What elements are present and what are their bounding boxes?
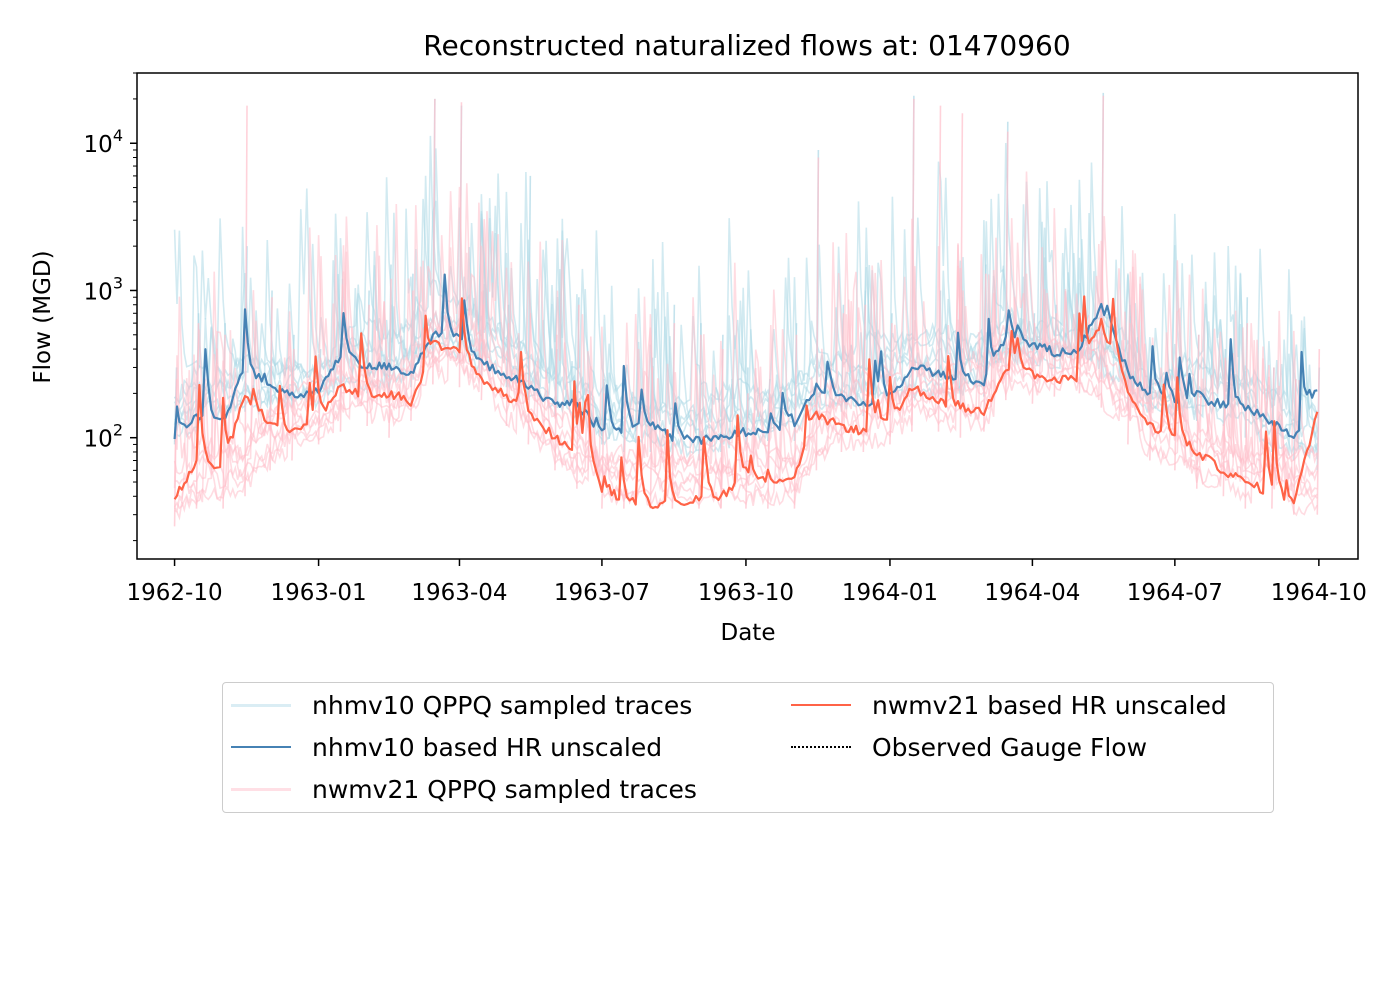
legend-swatch-nhmv10-traces xyxy=(231,703,291,707)
hr-series-line xyxy=(173,273,1318,445)
sampled-trace-peak xyxy=(959,113,964,438)
sampled-trace-peak xyxy=(983,273,987,432)
sampled-trace-peak xyxy=(388,278,392,438)
sampled-trace-line xyxy=(173,135,1319,423)
sampled-trace-peak xyxy=(1078,334,1083,394)
sampled-trace-peak xyxy=(793,334,798,509)
legend-swatch-observed xyxy=(791,746,851,748)
sampled-trace-peak xyxy=(1244,323,1249,509)
y-tick-label: 102 xyxy=(84,421,123,453)
chart: 1962-10 1963-01 1963-04 1963-07 1963-10 1964-… xyxy=(30,29,1367,646)
sampled-trace-peak xyxy=(339,284,344,432)
x-tick-label: 1962-10 xyxy=(127,580,223,606)
sampled-trace-peak xyxy=(745,393,749,509)
sampled-trace-peak xyxy=(505,323,510,427)
chart-title: Reconstructed naturalized flows at: 0147… xyxy=(423,29,1070,62)
x-axis-label: Date xyxy=(721,620,776,646)
legend-item-observed: Observed Gauge Flow xyxy=(791,732,1147,762)
sampled-trace-peak xyxy=(937,105,942,432)
sampled-trace-peak xyxy=(1316,349,1321,515)
sampled-trace-peak xyxy=(1031,323,1036,404)
y-tick-label: 103 xyxy=(84,273,123,305)
sampled-trace-peak xyxy=(173,379,178,527)
sampled-trace-peak xyxy=(698,334,702,509)
sampled-trace-line xyxy=(173,142,1318,417)
sampled-trace-peak xyxy=(269,297,273,471)
sampled-trace-peak xyxy=(911,98,915,432)
lines-layer xyxy=(173,273,1319,510)
legend-item-nhmv10-hr: nhmv10 based HR unscaled xyxy=(231,732,662,762)
sampled-trace-peak xyxy=(480,304,485,401)
sampled-trace-peak xyxy=(1149,379,1153,461)
sampled-trace-peak xyxy=(244,105,248,497)
x-tick-label: 1963-07 xyxy=(554,580,650,606)
sampled-trace-peak xyxy=(815,157,820,471)
y-axis-ticks: 102 103 104 xyxy=(84,72,137,542)
sampled-trace-peak xyxy=(291,349,295,461)
sampled-trace-peak xyxy=(862,304,867,452)
legend-item-nhmv10-traces: nhmv10 QPPQ sampled traces xyxy=(231,690,692,720)
sampled-trace-peak xyxy=(649,367,654,509)
sampled-trace-peak xyxy=(1195,334,1200,489)
sampled-trace-peak xyxy=(767,393,771,509)
sampled-trace-peak xyxy=(1100,95,1105,408)
hr-series-line xyxy=(173,295,1319,510)
x-tick-label: 1964-01 xyxy=(842,580,938,606)
legend-swatch-nwmv21-hr xyxy=(791,704,851,706)
sampled-trace-line xyxy=(174,181,1319,432)
sampled-trace-peak xyxy=(720,349,724,509)
sampled-trace-peak xyxy=(317,357,322,445)
legend-label-observed: Observed Gauge Flow xyxy=(872,732,1148,762)
x-tick-label: 1964-04 xyxy=(984,580,1080,606)
x-axis-ticks: 1962-10 1963-01 1963-04 1963-07 1963-10 1964-… xyxy=(127,559,1367,606)
legend-label-nwmv21-hr: nwmv21 based HR unscaled xyxy=(872,690,1227,720)
traces-layer xyxy=(173,92,1321,527)
legend-item-nwmv21-traces: nwmv21 QPPQ sampled traces xyxy=(231,774,697,804)
x-tick-label: 1963-04 xyxy=(411,580,507,606)
legend-label-nhmv10-hr: nhmv10 based HR unscaled xyxy=(312,732,663,762)
y-axis-label: Flow (MGD) xyxy=(30,250,56,383)
sampled-trace-peak xyxy=(1127,323,1131,445)
legend-label-nhmv10-traces: nhmv10 QPPQ sampled traces xyxy=(312,690,693,720)
legend-item-nwmv21-hr: nwmv21 based HR unscaled xyxy=(791,690,1227,720)
legend-label-nwmv21-traces: nwmv21 QPPQ sampled traces xyxy=(312,774,697,804)
legend-swatch-nhmv10-hr xyxy=(231,746,291,748)
x-tick-label: 1963-01 xyxy=(271,580,367,606)
sampled-trace-peak xyxy=(527,313,532,445)
x-tick-label: 1963-10 xyxy=(698,580,794,606)
sampled-trace-peak xyxy=(1004,131,1009,401)
x-tick-label: 1964-07 xyxy=(1127,580,1223,606)
sampled-trace-peak xyxy=(576,304,580,489)
sampled-trace-peak xyxy=(840,313,845,452)
y-tick-label: 104 xyxy=(84,126,123,158)
legend: nhmv10 QPPQ sampled traces nhmv10 based … xyxy=(222,682,1274,813)
sampled-trace-peak xyxy=(1293,379,1297,515)
x-tick-label: 1964-10 xyxy=(1271,580,1367,606)
legend-swatch-nwmv21-traces xyxy=(231,787,291,791)
sampled-trace-peak xyxy=(410,290,414,421)
plot-frame xyxy=(136,72,1359,560)
